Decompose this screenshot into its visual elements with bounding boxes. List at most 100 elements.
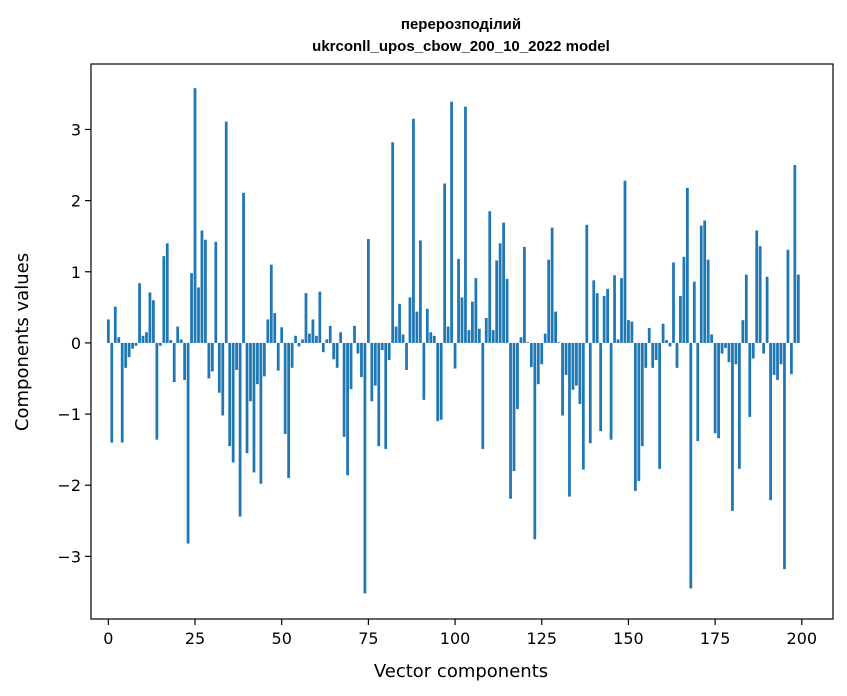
bar-component-145: [609, 342, 613, 440]
bar-component-142: [599, 342, 603, 432]
bar-component-138: [585, 224, 589, 343]
bar-component-175: [713, 342, 717, 434]
bar-component-77: [373, 342, 377, 386]
bar-component-8: [134, 342, 138, 346]
bar-component-56: [301, 339, 304, 343]
bar-component-32: [217, 342, 221, 393]
bar-component-25: [193, 88, 197, 343]
bar-component-36: [231, 342, 235, 463]
bar-component-122: [529, 342, 533, 368]
bar-component-114: [502, 222, 505, 343]
bar-component-149: [623, 180, 627, 343]
bar-component-95: [436, 342, 440, 422]
x-axis: 0 25 50 75 100 125 150 175 200: [103, 619, 817, 648]
bar-component-120: [523, 246, 526, 343]
bar-component-53: [290, 342, 294, 368]
bar-component-146: [613, 275, 616, 343]
bar-component-199: [796, 274, 800, 343]
bar-component-41: [249, 342, 252, 402]
bar-component-116: [509, 342, 512, 499]
bar-component-34: [224, 121, 228, 343]
bar-component-96: [439, 342, 443, 420]
bar-component-87: [408, 297, 412, 343]
bar-component-81: [387, 342, 391, 360]
y-tick-label: 3: [71, 120, 81, 139]
bar-component-26: [197, 287, 200, 343]
bar-component-50: [280, 327, 284, 343]
bar-component-74: [363, 342, 367, 594]
bar-component-78: [377, 342, 381, 447]
y-tick-label: −3: [57, 547, 81, 566]
bar-component-15: [158, 342, 162, 346]
bar-component-46: [266, 319, 270, 343]
bar-component-9: [138, 283, 141, 343]
y-tick-label: −2: [57, 476, 81, 495]
bar-component-167: [685, 187, 689, 343]
bar-component-76: [370, 342, 374, 402]
bar-component-19: [172, 342, 176, 383]
bar-component-102: [460, 297, 464, 343]
bar-component-31: [214, 241, 218, 343]
bar-component-182: [738, 342, 741, 469]
bar-component-100: [453, 342, 457, 369]
y-tick-label: 0: [71, 334, 81, 353]
bar-component-126: [543, 333, 547, 343]
bar-component-2: [113, 306, 117, 343]
bar-component-129: [554, 311, 557, 343]
bar-component-198: [793, 165, 797, 343]
bar-component-189: [762, 342, 766, 354]
x-tick-label: 50: [272, 629, 292, 648]
bar-component-161: [665, 340, 668, 343]
bar-component-123: [533, 342, 537, 540]
bar-component-127: [547, 259, 551, 343]
bar-component-160: [661, 323, 665, 343]
y-axis-label: Components values: [12, 253, 33, 431]
bar-component-104: [467, 330, 471, 343]
chart-title-line1: перерозподілий: [401, 16, 521, 33]
bar-component-172: [703, 220, 707, 343]
bar-component-83: [394, 326, 398, 343]
bar-component-43: [256, 342, 259, 385]
bar-component-16: [162, 256, 166, 343]
bar-component-89: [415, 311, 419, 343]
bar-component-159: [658, 342, 662, 469]
bar-component-88: [412, 118, 415, 343]
y-axis: −3 −2 −1 0 1 2 3: [57, 120, 91, 566]
bar-component-75: [367, 239, 370, 343]
bar-component-164: [675, 342, 679, 368]
bar-component-125: [540, 342, 544, 365]
bar-component-147: [616, 339, 620, 343]
bar-component-27: [200, 230, 204, 343]
bar-component-109: [484, 318, 488, 343]
bar-component-11: [145, 332, 148, 343]
bar-component-180: [731, 342, 734, 511]
bar-component-20: [176, 326, 180, 343]
bar-component-106: [474, 278, 478, 343]
bar-component-37: [235, 342, 239, 370]
x-tick-label: 75: [358, 629, 378, 648]
bar-component-57: [304, 293, 308, 343]
bar-component-47: [269, 264, 273, 343]
bar-component-177: [720, 342, 724, 354]
bar-component-66: [335, 342, 339, 368]
bar-component-132: [564, 342, 568, 375]
bar-component-118: [516, 342, 519, 410]
bar-component-141: [595, 293, 599, 343]
bar-component-171: [699, 225, 703, 343]
bar-component-70: [349, 342, 353, 390]
bar-component-157: [651, 342, 655, 368]
bar-component-28: [204, 239, 207, 343]
bar-component-54: [294, 335, 297, 343]
bar-component-68: [342, 342, 346, 437]
bar-component-51: [283, 342, 287, 434]
y-tick-label: 1: [71, 263, 81, 282]
bar-component-73: [360, 342, 363, 378]
bar-component-151: [630, 321, 634, 343]
bar-component-58: [308, 333, 311, 343]
bar-component-45: [262, 342, 266, 377]
bar-series: [106, 88, 800, 594]
bar-component-82: [391, 142, 395, 343]
bar-component-139: [588, 342, 592, 444]
bar-component-140: [592, 280, 596, 343]
bar-component-97: [443, 183, 447, 343]
